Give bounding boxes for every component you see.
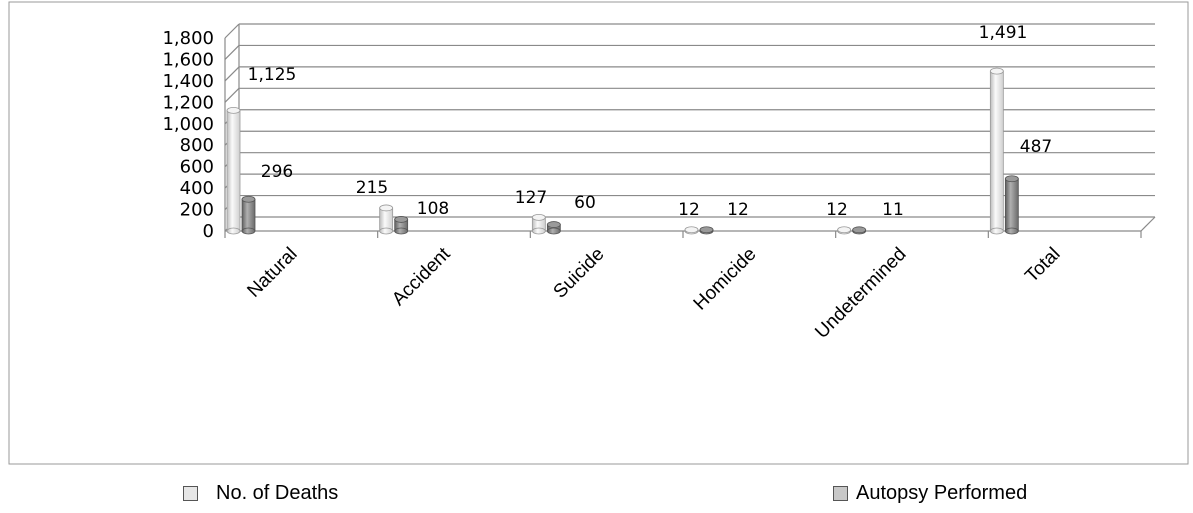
- data-label: 487: [1020, 137, 1052, 157]
- y-tick-label: 1,400: [162, 71, 214, 92]
- data-label: 11: [882, 200, 904, 220]
- y-tick-label: 1,000: [162, 114, 214, 135]
- legend-swatch-autopsy: [833, 486, 848, 501]
- legend-swatch-deaths: [183, 486, 198, 501]
- y-tick-label: 600: [180, 157, 214, 178]
- bar: [241, 195, 256, 235]
- bar: [1004, 175, 1019, 235]
- x-category-label: Accident: [388, 243, 455, 310]
- plot-frame: [8, 1, 1189, 465]
- x-category-label: Homicide: [690, 244, 761, 315]
- bars: [226, 67, 1019, 235]
- data-label: 108: [417, 199, 449, 219]
- y-tick-label: 1,800: [162, 28, 214, 49]
- x-category-label: Total: [1021, 244, 1064, 287]
- data-label: 12: [727, 200, 749, 220]
- bar: [684, 226, 699, 235]
- x-category-label: Suicide: [550, 244, 609, 303]
- bar: [852, 226, 867, 235]
- bar: [226, 106, 241, 235]
- bar: [989, 67, 1004, 235]
- gridline-side: [224, 66, 240, 82]
- bar: [531, 213, 546, 235]
- y-tick-label: 0: [203, 221, 214, 242]
- data-labels: 1,125 215 127 12 12 1,491 296 108 60 12 11 487: [248, 23, 1053, 220]
- gridline-side: [224, 45, 240, 60]
- bar: [394, 216, 409, 235]
- y-tick-label: 1,600: [162, 49, 214, 70]
- y-tick-label: 400: [180, 178, 214, 199]
- bar: [379, 204, 394, 235]
- x-category-label: Natural: [243, 244, 301, 302]
- gridline-side: [224, 23, 240, 39]
- data-label: 215: [356, 178, 388, 198]
- legend-item-autopsy: Autopsy Performed: [833, 482, 1027, 505]
- data-label: 12: [678, 200, 700, 220]
- bar: [837, 226, 852, 235]
- legend-item-deaths: No. of Deaths: [183, 482, 338, 505]
- bar: [699, 226, 714, 235]
- y-tick-label: 800: [180, 135, 214, 156]
- y-tick-label: 200: [180, 200, 214, 221]
- gridline-side: [224, 87, 240, 103]
- data-label: 60: [574, 193, 596, 213]
- legend-label-autopsy: Autopsy Performed: [856, 482, 1028, 504]
- data-label: 127: [515, 188, 547, 208]
- data-label: 296: [261, 162, 293, 182]
- legend-label-deaths: No. of Deaths: [216, 482, 339, 504]
- bar: [546, 221, 561, 235]
- data-label: 1,125: [248, 65, 297, 85]
- x-category-label: Undetermined: [811, 244, 910, 343]
- floor-right-edge: [1140, 216, 1156, 232]
- x-axis-categories: Natural Accident Suicide Homicide Undetermin…: [243, 243, 1064, 343]
- data-label: 12: [826, 200, 848, 220]
- data-label: 1,491: [979, 23, 1028, 43]
- y-tick-label: 1,200: [162, 92, 214, 113]
